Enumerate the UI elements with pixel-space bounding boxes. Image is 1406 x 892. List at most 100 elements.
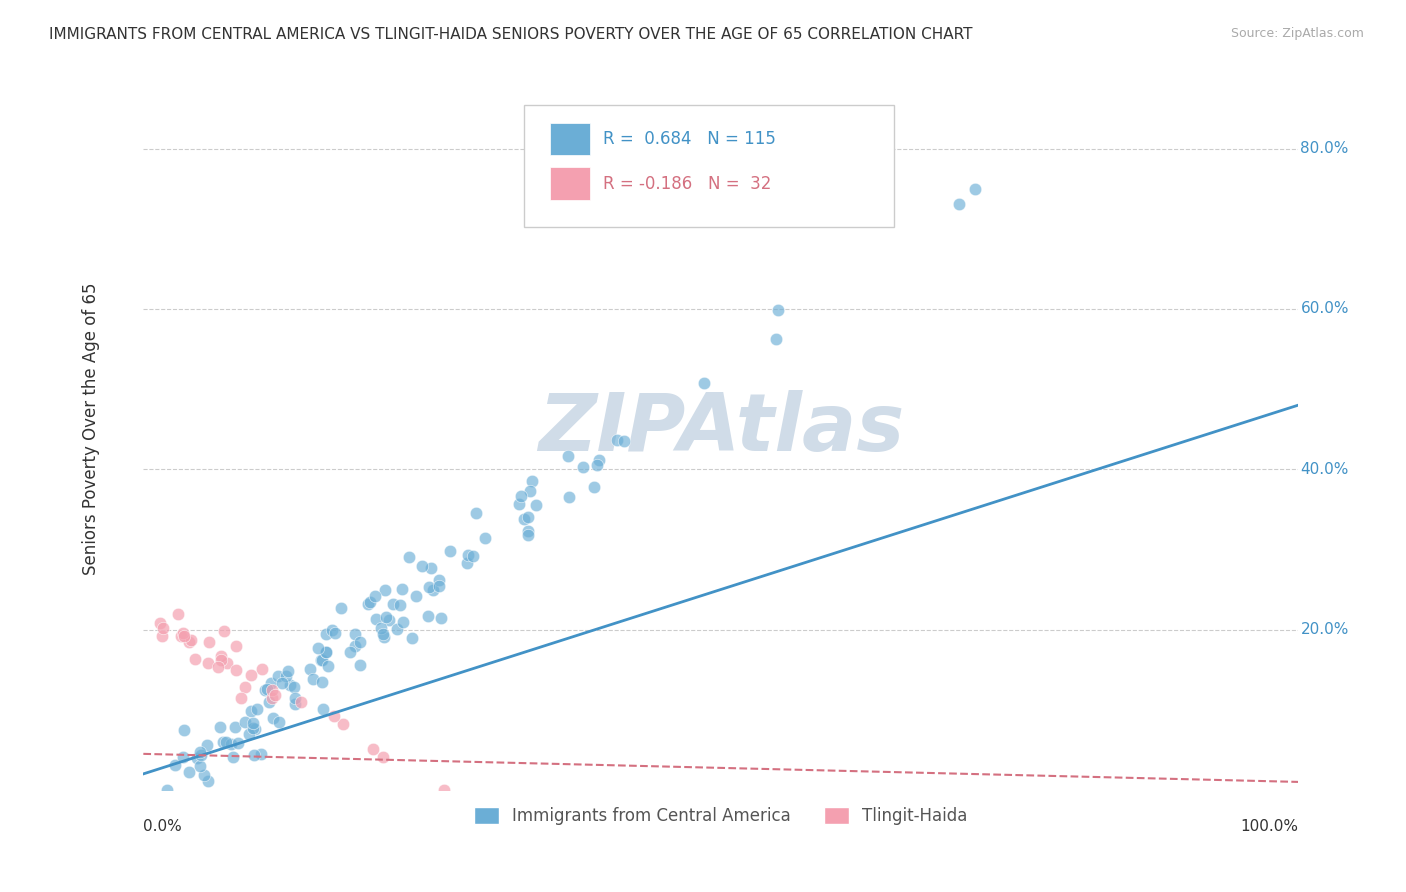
Point [177, 635, 200, 649]
Point [375, 609, 398, 624]
Point [250, 662, 273, 676]
Point [245, 722, 267, 736]
Point [263, 688, 285, 702]
Point [173, 723, 195, 737]
Point [167, 607, 190, 621]
Point [284, 697, 307, 711]
Point [316, 659, 339, 673]
Point [948, 197, 970, 211]
Point [315, 645, 337, 659]
Point [588, 453, 610, 467]
Point [267, 669, 290, 683]
Point [311, 701, 333, 715]
Point [516, 524, 538, 539]
Point [180, 632, 202, 647]
Point [510, 489, 533, 503]
Point [439, 544, 461, 558]
Point [524, 498, 547, 512]
Point [461, 549, 484, 563]
FancyBboxPatch shape [524, 104, 894, 227]
Text: Source: ZipAtlas.com: Source: ZipAtlas.com [1230, 27, 1364, 40]
Point [364, 590, 387, 604]
Point [517, 510, 540, 524]
Point [391, 582, 413, 597]
Point [183, 652, 205, 666]
Point [215, 734, 238, 748]
Point [165, 757, 187, 772]
Point [474, 531, 496, 545]
Point [311, 674, 333, 689]
Point [222, 750, 245, 764]
Point [172, 750, 194, 764]
Point [219, 737, 242, 751]
Bar [550, 168, 591, 200]
Text: R = -0.186   N =  32: R = -0.186 N = 32 [603, 175, 772, 193]
Point [359, 594, 381, 608]
Point [586, 458, 609, 473]
Legend: Immigrants from Central America, Tlingit-Haida: Immigrants from Central America, Tlingit… [467, 801, 974, 832]
Point [262, 710, 284, 724]
Point [242, 747, 264, 762]
Point [427, 579, 450, 593]
Point [370, 621, 392, 635]
Point [197, 774, 219, 789]
Point [419, 560, 441, 574]
Point [606, 434, 628, 448]
Point [173, 629, 195, 643]
Text: 60.0%: 60.0% [1301, 301, 1348, 317]
Point [765, 332, 787, 346]
Point [692, 376, 714, 390]
Point [516, 528, 538, 542]
Point [405, 589, 427, 603]
Point [411, 558, 433, 573]
Point [766, 302, 789, 317]
Point [364, 612, 387, 626]
Point [229, 690, 252, 705]
Point [188, 759, 211, 773]
Point [389, 599, 412, 613]
Point [315, 627, 337, 641]
Point [242, 721, 264, 735]
Point [456, 556, 478, 570]
Point [209, 649, 232, 664]
Point [152, 621, 174, 635]
Point [209, 720, 232, 734]
Point [374, 582, 396, 597]
Point [378, 613, 401, 627]
Text: 100.0%: 100.0% [1240, 819, 1298, 834]
Point [197, 656, 219, 670]
Point [172, 626, 194, 640]
Point [392, 615, 415, 630]
Point [512, 512, 534, 526]
Point [401, 631, 423, 645]
Point [307, 641, 329, 656]
Point [321, 623, 343, 637]
Point [323, 625, 346, 640]
Text: Seniors Poverty Over the Age of 65: Seniors Poverty Over the Age of 65 [83, 283, 100, 575]
Point [418, 608, 440, 623]
Point [190, 747, 212, 762]
Point [226, 736, 249, 750]
Point [332, 717, 354, 731]
Point [344, 639, 367, 653]
Point [464, 506, 486, 520]
Point [427, 573, 450, 587]
Point [433, 783, 456, 797]
Point [582, 480, 605, 494]
Text: IMMIGRANTS FROM CENTRAL AMERICA VS TLINGIT-HAIDA SENIORS POVERTY OVER THE AGE OF: IMMIGRANTS FROM CENTRAL AMERICA VS TLING… [49, 27, 973, 42]
Point [520, 474, 543, 488]
Point [240, 704, 263, 718]
Point [152, 629, 174, 643]
Point [211, 653, 233, 667]
Point [224, 720, 246, 734]
Point [344, 627, 367, 641]
Point [339, 645, 361, 659]
Point [225, 639, 247, 653]
Text: R =  0.684   N = 115: R = 0.684 N = 115 [603, 130, 776, 148]
Point [278, 678, 301, 692]
Point [349, 658, 371, 673]
Point [385, 622, 408, 636]
Point [269, 715, 291, 730]
Point [290, 696, 312, 710]
Point [270, 675, 292, 690]
